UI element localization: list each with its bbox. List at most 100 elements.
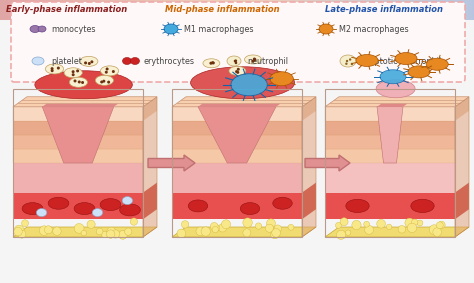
Polygon shape <box>377 107 403 163</box>
Circle shape <box>87 220 95 228</box>
Circle shape <box>221 220 230 229</box>
Circle shape <box>96 228 103 235</box>
Circle shape <box>201 227 210 236</box>
Ellipse shape <box>48 197 69 209</box>
Circle shape <box>236 71 239 74</box>
Circle shape <box>211 61 214 64</box>
Ellipse shape <box>122 57 131 65</box>
Polygon shape <box>13 193 143 219</box>
Polygon shape <box>325 149 455 163</box>
Polygon shape <box>455 97 469 121</box>
Circle shape <box>386 224 392 230</box>
Text: Atoptotic neutrophil: Atoptotic neutrophil <box>361 57 441 65</box>
Circle shape <box>210 222 218 230</box>
Circle shape <box>107 227 116 236</box>
Ellipse shape <box>191 67 295 99</box>
Circle shape <box>14 227 22 236</box>
Circle shape <box>235 59 237 62</box>
Circle shape <box>81 230 87 236</box>
Circle shape <box>91 60 93 63</box>
Ellipse shape <box>46 64 64 74</box>
Circle shape <box>72 70 74 73</box>
Ellipse shape <box>426 58 448 70</box>
Text: M2 macrophages: M2 macrophages <box>339 25 409 33</box>
Circle shape <box>288 224 294 230</box>
Ellipse shape <box>164 24 178 34</box>
Ellipse shape <box>188 200 208 212</box>
Ellipse shape <box>100 199 121 211</box>
Ellipse shape <box>22 203 43 215</box>
Polygon shape <box>302 183 316 219</box>
Circle shape <box>235 70 238 73</box>
Circle shape <box>411 219 418 226</box>
Circle shape <box>45 226 52 234</box>
Circle shape <box>101 231 108 238</box>
Circle shape <box>254 58 256 61</box>
Circle shape <box>235 62 237 64</box>
Polygon shape <box>455 183 469 219</box>
Circle shape <box>433 228 442 237</box>
Polygon shape <box>143 97 157 237</box>
Circle shape <box>182 221 189 228</box>
Circle shape <box>57 67 60 70</box>
Polygon shape <box>143 183 157 219</box>
Ellipse shape <box>203 59 220 68</box>
Circle shape <box>351 63 353 65</box>
Circle shape <box>51 69 54 72</box>
Ellipse shape <box>95 75 113 85</box>
Circle shape <box>429 225 439 235</box>
Polygon shape <box>13 227 157 237</box>
Polygon shape <box>172 193 302 219</box>
Circle shape <box>112 70 115 73</box>
Circle shape <box>253 57 256 61</box>
Ellipse shape <box>100 66 118 76</box>
Polygon shape <box>13 97 157 107</box>
Circle shape <box>252 60 255 63</box>
Ellipse shape <box>30 25 40 33</box>
Circle shape <box>271 230 279 239</box>
Polygon shape <box>455 97 469 237</box>
Ellipse shape <box>273 197 292 209</box>
Circle shape <box>438 221 445 229</box>
Ellipse shape <box>395 53 417 65</box>
Ellipse shape <box>35 71 132 99</box>
Circle shape <box>255 223 262 229</box>
Circle shape <box>51 67 54 70</box>
Ellipse shape <box>119 204 140 216</box>
Circle shape <box>81 81 84 84</box>
Circle shape <box>130 218 137 225</box>
Ellipse shape <box>240 203 260 215</box>
Ellipse shape <box>92 209 103 216</box>
Polygon shape <box>42 107 114 163</box>
Circle shape <box>272 228 281 237</box>
Ellipse shape <box>319 24 333 34</box>
FancyArrow shape <box>148 155 195 171</box>
Circle shape <box>76 69 79 72</box>
Circle shape <box>417 220 423 226</box>
Ellipse shape <box>231 74 267 96</box>
Circle shape <box>349 58 351 61</box>
Circle shape <box>265 224 273 232</box>
Circle shape <box>18 230 26 238</box>
Circle shape <box>237 68 240 71</box>
Circle shape <box>73 80 76 82</box>
Polygon shape <box>13 135 143 149</box>
Polygon shape <box>302 97 316 121</box>
Circle shape <box>398 226 406 233</box>
FancyBboxPatch shape <box>11 2 465 82</box>
Circle shape <box>340 218 348 226</box>
Ellipse shape <box>229 66 246 75</box>
Circle shape <box>213 225 219 231</box>
Circle shape <box>436 222 443 229</box>
Circle shape <box>337 230 346 239</box>
Polygon shape <box>13 163 143 193</box>
Polygon shape <box>42 104 118 107</box>
Ellipse shape <box>122 197 133 205</box>
Circle shape <box>102 80 105 83</box>
Circle shape <box>212 61 215 65</box>
Circle shape <box>377 219 385 228</box>
Circle shape <box>107 81 110 84</box>
Polygon shape <box>198 107 276 163</box>
Circle shape <box>106 68 109 70</box>
Text: erythrocytes: erythrocytes <box>144 57 195 65</box>
